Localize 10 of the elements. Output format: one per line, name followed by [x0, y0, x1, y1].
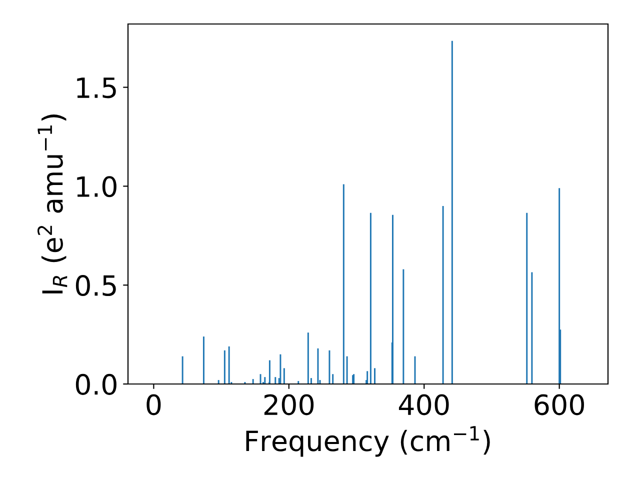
x-tick-label: 200	[264, 394, 314, 416]
y-tick-label: 1.0	[77, 176, 116, 198]
y-axis-title: I$_{R}$ (e$^{2}$ amu$^{−1}$)	[37, 114, 68, 294]
x-tick-label: 400	[398, 394, 449, 416]
y-tick-label: 1.5	[77, 78, 116, 98]
y-tick-label: 0.0	[76, 374, 116, 395]
x-tick-label: 0	[146, 394, 161, 416]
y-tick-label: 0.5	[76, 275, 116, 296]
x-tick-label: 600	[534, 394, 584, 416]
x-axis-title: Frequency (cm$^{−1}$)	[246, 426, 490, 457]
